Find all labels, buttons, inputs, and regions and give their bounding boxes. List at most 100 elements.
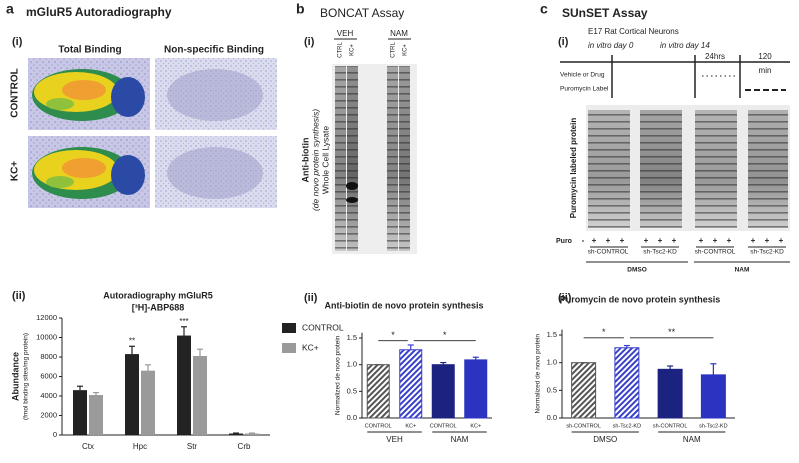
- legend-swatch: [282, 323, 296, 333]
- legend-label: CONTROL: [302, 322, 344, 332]
- bar: [193, 356, 207, 435]
- lane-label: +: [727, 236, 732, 245]
- x-tick-label: CONTROL: [430, 423, 457, 429]
- x-tick-label: sh-Tsc2-KD: [613, 423, 641, 429]
- subpanel-label: (i): [558, 36, 569, 48]
- bar: [141, 370, 155, 435]
- lane-label: +: [592, 236, 597, 245]
- y-tick-label: 1.5: [347, 333, 357, 342]
- x-tick-label: sh-CONTROL: [653, 423, 688, 429]
- bar: [73, 390, 87, 435]
- group-label: sh-CONTROL: [695, 249, 736, 256]
- lane-label: -: [582, 236, 585, 245]
- subpanel-label: (i): [304, 36, 315, 48]
- y-tick-label: 4000: [40, 391, 57, 400]
- treatment-label: NAM: [735, 267, 750, 274]
- panel-b: b BONCAT Assay (i) VEH NAM CTRL KC+ CTRL…: [296, 1, 417, 304]
- y-tick-label: 8000: [40, 352, 57, 361]
- timeline: [560, 55, 790, 98]
- panel-letter: c: [540, 1, 548, 17]
- bar: [229, 433, 243, 435]
- significance: *: [391, 330, 395, 340]
- autoradiograph: [28, 58, 277, 208]
- timeline-row: Puromycin Label: [560, 86, 609, 93]
- y-axis-label: Abundance: [10, 352, 20, 401]
- blot-label: Anti-biotin: [300, 138, 310, 183]
- blot-label: (de novo protein synthesis): [310, 109, 320, 211]
- timeline-label: min: [759, 66, 772, 75]
- lane-label: +: [713, 236, 718, 245]
- bar: [245, 433, 259, 435]
- significance: **: [668, 327, 676, 337]
- x-tick-label: Crb: [238, 442, 251, 451]
- subpanel-label: (i): [12, 36, 23, 48]
- y-axis-label: Normalized de novo protein: [535, 334, 542, 414]
- lane-label: CTRL: [338, 42, 344, 58]
- group-label: NAM: [390, 29, 408, 38]
- bar: [700, 374, 726, 419]
- significance: **: [129, 336, 135, 345]
- group-label: VEH: [337, 29, 354, 38]
- panel-title: mGluR5 Autoradiography: [26, 5, 172, 19]
- y-tick-label: 6000: [40, 371, 57, 380]
- bar: [571, 362, 597, 419]
- y-tick-label: 10000: [36, 332, 57, 341]
- row-label: KC+: [10, 161, 21, 181]
- bar: [177, 335, 191, 435]
- lane-label: Puro: [556, 238, 572, 245]
- group-label: DMSO: [593, 435, 617, 444]
- lane-label: +: [658, 236, 663, 245]
- western-blot: [332, 64, 417, 254]
- chart-subtitle: [³H]-ABP688: [132, 302, 185, 312]
- chart-title: Puromycin de novo protein synthesis: [560, 294, 721, 304]
- bar: [89, 395, 103, 435]
- group-label: sh-Tsc2-KD: [643, 249, 677, 256]
- lane-label: +: [644, 236, 649, 245]
- significance: *: [602, 327, 606, 337]
- timeline-label: 120: [758, 52, 772, 61]
- lane-label: +: [620, 236, 625, 245]
- group-label: NAM: [451, 435, 469, 444]
- group-label: VEH: [386, 435, 403, 444]
- lane-label: +: [765, 236, 770, 245]
- y-axis-label: (fmol binding sites/mg protein): [23, 333, 30, 420]
- panel-a: a mGluR5 Autoradiography (i) Total Bindi…: [6, 1, 277, 302]
- y-tick-label: 1.5: [547, 330, 557, 339]
- subpanel-label: (ii): [12, 290, 26, 302]
- y-tick-label: 1.0: [347, 360, 357, 369]
- x-tick-label: sh-Tsc2-KD: [699, 423, 727, 429]
- blot-label: Puromycin labeled protein: [569, 118, 578, 219]
- y-tick-label: 0.0: [347, 413, 357, 422]
- panel-letter: a: [6, 1, 14, 17]
- y-tick-label: 0: [53, 430, 57, 439]
- group-label: sh-Tsc2-KD: [750, 249, 784, 256]
- y-tick-label: 1.0: [547, 358, 557, 367]
- y-tick-label: 0.0: [547, 413, 557, 422]
- x-tick-label: CONTROL: [365, 423, 392, 429]
- panel-letter: b: [296, 1, 305, 17]
- row-label: CONTROL: [10, 68, 21, 117]
- significance: *: [443, 330, 447, 340]
- timeline-label: in vitro day 0: [588, 41, 634, 50]
- bar: [431, 364, 455, 419]
- bar: [614, 347, 640, 419]
- legend-swatch: [282, 343, 296, 353]
- chart-title: Anti-biotin de novo protein synthesis: [324, 300, 483, 310]
- lane-label: CTRL: [391, 42, 397, 58]
- western-blot: [586, 105, 790, 231]
- panel-title: BONCAT Assay: [320, 6, 404, 20]
- chart-title: Autoradiography mGluR5: [103, 290, 213, 300]
- y-axis-label: Normalized de novo protein: [335, 335, 342, 415]
- timeline-title: E17 Rat Cortical Neurons: [588, 27, 679, 36]
- bar: [464, 359, 488, 419]
- lane-label: KC+: [403, 44, 409, 56]
- lane-label: +: [672, 236, 677, 245]
- column-label: Non-specific Binding: [164, 45, 264, 56]
- y-tick-label: 0.5: [347, 386, 357, 395]
- x-tick-label: sh-CONTROL: [566, 423, 601, 429]
- x-tick-label: Hpc: [133, 442, 147, 451]
- lane-label: +: [606, 236, 611, 245]
- timeline-label: 24hrs: [705, 52, 725, 61]
- y-tick-label: 12000: [36, 313, 57, 322]
